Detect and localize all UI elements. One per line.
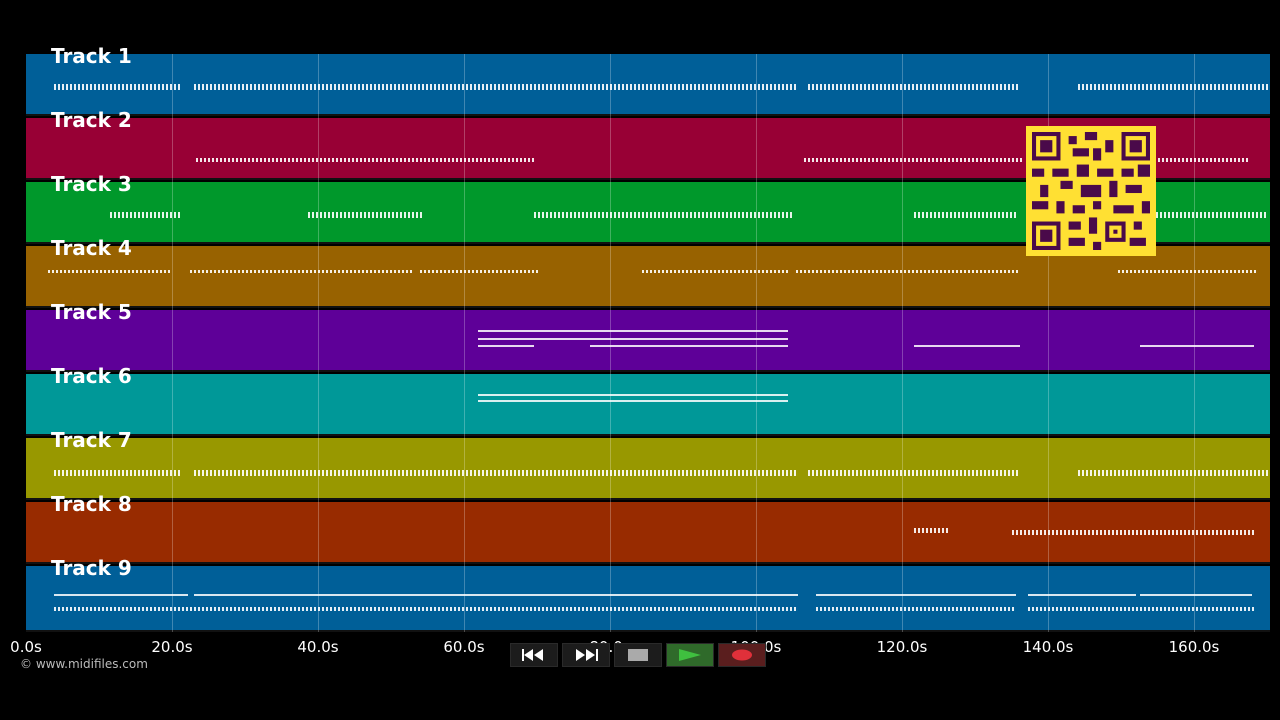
track-label: Track 4 bbox=[51, 236, 132, 260]
x-axis-tick: 160.0s bbox=[1168, 638, 1220, 656]
track-label: Track 2 bbox=[51, 108, 132, 132]
note-cluster bbox=[110, 212, 180, 218]
track-7-lane[interactable]: Track 7 bbox=[26, 428, 1270, 500]
note-line bbox=[478, 338, 788, 340]
note-line bbox=[914, 345, 1020, 347]
play-button[interactable] bbox=[666, 643, 714, 667]
gridline bbox=[1048, 54, 1049, 632]
note-line bbox=[478, 345, 534, 347]
gridline bbox=[464, 54, 465, 632]
note-cluster bbox=[914, 528, 950, 533]
track-label: Track 1 bbox=[51, 44, 132, 68]
rewind-icon bbox=[522, 649, 543, 661]
note-cluster bbox=[194, 470, 798, 476]
record-icon bbox=[732, 649, 752, 661]
note-line bbox=[1028, 594, 1136, 596]
x-axis-tick: 60.0s bbox=[443, 638, 485, 656]
note-cluster bbox=[54, 607, 798, 611]
gridline bbox=[1194, 54, 1195, 632]
note-cluster bbox=[816, 607, 1016, 611]
note-cluster bbox=[1118, 270, 1258, 273]
note-cluster bbox=[914, 212, 1018, 218]
gridline bbox=[610, 54, 611, 632]
track-label: Track 3 bbox=[51, 172, 132, 196]
gridline bbox=[318, 54, 319, 632]
copyright-text: © www.midifiles.com bbox=[20, 657, 148, 671]
note-cluster bbox=[534, 212, 794, 218]
x-axis-tick: 40.0s bbox=[297, 638, 339, 656]
track-6-lane[interactable]: Track 6 bbox=[26, 364, 1270, 436]
track-label: Track 5 bbox=[51, 300, 132, 324]
note-cluster bbox=[1158, 158, 1250, 162]
note-cluster bbox=[796, 270, 1020, 273]
gridline bbox=[902, 54, 903, 632]
track-4-lane[interactable]: Track 4 bbox=[26, 236, 1270, 308]
x-axis-tick: 140.0s bbox=[1022, 638, 1074, 656]
gridline bbox=[756, 54, 757, 632]
note-cluster bbox=[1012, 530, 1256, 535]
note-line bbox=[478, 330, 788, 332]
note-cluster bbox=[420, 270, 538, 273]
note-cluster bbox=[308, 212, 422, 218]
note-cluster bbox=[1078, 470, 1268, 476]
note-line bbox=[590, 345, 788, 347]
track-label: Track 7 bbox=[51, 428, 132, 452]
record-button[interactable] bbox=[718, 643, 766, 667]
qr-code-graphic bbox=[1032, 132, 1150, 250]
note-line bbox=[194, 594, 798, 596]
note-cluster bbox=[54, 470, 182, 476]
x-axis-tick: 0.0s bbox=[10, 638, 42, 656]
note-line bbox=[54, 594, 188, 596]
note-cluster bbox=[190, 270, 412, 273]
note-cluster bbox=[808, 470, 1020, 476]
track-label: Track 9 bbox=[51, 556, 132, 580]
note-cluster bbox=[194, 84, 798, 90]
qr-code-icon bbox=[1026, 126, 1156, 256]
x-axis-tick: 120.0s bbox=[876, 638, 928, 656]
track-timeline[interactable]: Track 1 Track 2 Track 3 Track 4 Track 5 … bbox=[26, 44, 1270, 632]
note-line bbox=[816, 594, 1016, 596]
note-cluster bbox=[196, 158, 534, 162]
note-line bbox=[1140, 594, 1252, 596]
x-axis-tick: 20.0s bbox=[151, 638, 193, 656]
fast-forward-icon bbox=[576, 649, 598, 661]
track-label: Track 6 bbox=[51, 364, 132, 388]
note-cluster bbox=[804, 158, 1022, 162]
note-cluster bbox=[808, 84, 1020, 90]
gridline bbox=[172, 54, 173, 632]
stop-button[interactable] bbox=[614, 643, 662, 667]
note-line bbox=[1140, 345, 1254, 347]
note-line bbox=[478, 400, 788, 402]
transport-controls bbox=[510, 643, 770, 669]
track-label: Track 8 bbox=[51, 492, 132, 516]
note-cluster bbox=[1156, 212, 1268, 218]
note-cluster bbox=[48, 270, 170, 273]
note-cluster bbox=[1028, 607, 1254, 611]
track-5-lane[interactable]: Track 5 bbox=[26, 300, 1270, 372]
note-cluster bbox=[54, 84, 182, 90]
play-icon bbox=[679, 649, 701, 661]
note-cluster bbox=[642, 270, 788, 273]
track-9-lane[interactable]: Track 9 bbox=[26, 556, 1270, 632]
stop-icon bbox=[628, 649, 648, 661]
fast-forward-button[interactable] bbox=[562, 643, 610, 667]
note-line bbox=[478, 394, 788, 396]
rewind-button[interactable] bbox=[510, 643, 558, 667]
note-cluster bbox=[1078, 84, 1268, 90]
